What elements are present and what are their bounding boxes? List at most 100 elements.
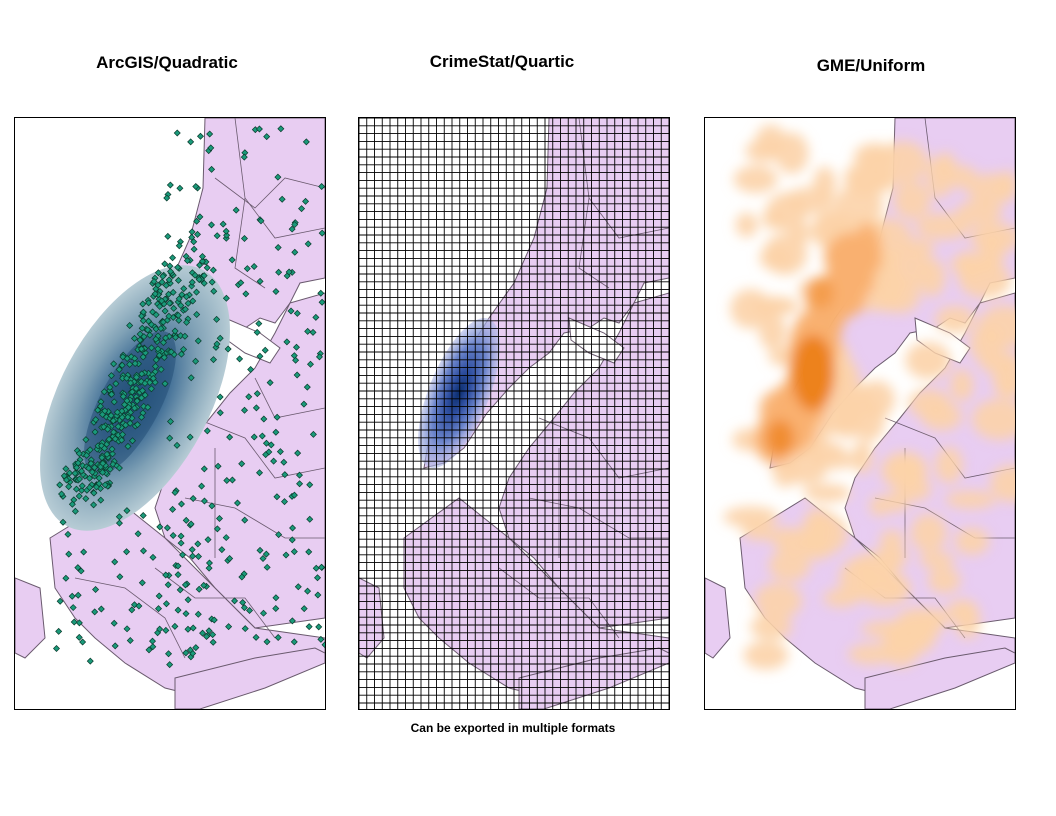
- incident-point: [139, 547, 147, 555]
- incident-point: [140, 402, 148, 410]
- incident-point: [281, 471, 289, 479]
- incident-point: [173, 441, 181, 449]
- incident-point: [209, 631, 217, 639]
- incident-point: [169, 254, 177, 262]
- incident-point: [175, 295, 183, 303]
- incident-point: [126, 360, 134, 368]
- incident-point: [205, 564, 213, 572]
- incident-point: [110, 619, 118, 627]
- incident-point: [132, 384, 140, 392]
- incident-point: [151, 362, 159, 370]
- incident-point: [206, 130, 214, 138]
- incident-point: [193, 217, 201, 225]
- incident-point: [62, 465, 70, 473]
- panel-title-crimestat: CrimeStat/Quartic: [429, 52, 575, 71]
- incident-point: [100, 423, 108, 431]
- crimestat-map: [359, 118, 669, 709]
- incident-point: [300, 400, 308, 408]
- incident-point: [177, 332, 185, 340]
- incident-point: [78, 486, 86, 494]
- incident-point: [256, 469, 264, 477]
- incident-point: [203, 633, 211, 641]
- incident-point: [77, 567, 85, 575]
- incident-point: [108, 445, 116, 453]
- incident-point: [223, 477, 231, 485]
- incident-point: [111, 435, 119, 443]
- incident-point: [240, 604, 248, 612]
- incident-point: [130, 334, 138, 342]
- incident-point: [210, 616, 218, 624]
- incident-point: [198, 252, 206, 260]
- incident-point: [154, 269, 162, 277]
- incident-point: [76, 475, 84, 483]
- incident-point: [245, 393, 253, 401]
- incident-point: [147, 321, 155, 329]
- incident-point: [75, 492, 83, 500]
- incident-point: [209, 638, 217, 646]
- incident-point: [252, 633, 260, 641]
- incident-point: [305, 548, 313, 556]
- incident-point: [208, 278, 216, 286]
- incident-point: [214, 462, 222, 470]
- incident-point: [226, 433, 234, 441]
- incident-point: [224, 345, 232, 353]
- incident-point: [158, 278, 166, 286]
- incident-point: [160, 353, 168, 361]
- incident-point: [259, 555, 267, 563]
- export-caption: Can be exported in multiple formats: [410, 721, 616, 735]
- incident-point: [86, 483, 94, 491]
- incident-point: [121, 401, 129, 409]
- incident-point: [169, 288, 177, 296]
- incident-point: [78, 482, 86, 490]
- map-panel-arcgis: [14, 117, 326, 710]
- incident-point: [58, 490, 66, 498]
- incident-point: [165, 650, 173, 658]
- incident-point: [52, 645, 60, 653]
- incident-point: [162, 571, 170, 579]
- incident-point: [151, 290, 159, 298]
- incident-point: [182, 649, 190, 657]
- incident-point: [293, 371, 301, 379]
- incident-point: [263, 563, 271, 571]
- incident-point: [306, 481, 314, 489]
- incident-point: [294, 583, 302, 591]
- incident-point: [96, 402, 104, 410]
- incident-point: [100, 388, 108, 396]
- incident-point: [213, 232, 221, 240]
- incident-point: [177, 350, 185, 358]
- incident-point: [92, 416, 100, 424]
- incident-point: [272, 287, 280, 295]
- incident-point: [194, 337, 202, 345]
- incident-point: [156, 523, 164, 531]
- incident-point: [87, 460, 95, 467]
- incident-point: [198, 482, 206, 490]
- incident-point: [294, 449, 302, 457]
- incident-point: [148, 344, 155, 352]
- incident-point: [250, 262, 258, 270]
- incident-point: [196, 132, 204, 140]
- incident-point: [127, 379, 135, 387]
- incident-point: [273, 493, 281, 501]
- incident-point: [99, 468, 107, 476]
- incident-point: [225, 623, 233, 631]
- incident-point: [272, 605, 280, 613]
- incident-point: [105, 435, 113, 443]
- incident-point: [169, 505, 177, 513]
- incident-point: [123, 548, 131, 556]
- incident-point: [75, 633, 83, 641]
- panel-title-arcgis: ArcGIS/Quadratic: [96, 53, 238, 72]
- incident-point: [292, 343, 300, 351]
- incident-point: [94, 406, 102, 414]
- incident-point: [263, 133, 271, 141]
- incident-point: [111, 558, 119, 566]
- incident-point: [174, 263, 182, 271]
- incident-point: [124, 413, 132, 421]
- incident-point: [95, 480, 103, 488]
- incident-point: [317, 635, 325, 643]
- incident-point: [97, 605, 105, 613]
- incident-point: [216, 409, 224, 417]
- incident-point: [156, 302, 164, 310]
- incident-point: [181, 332, 189, 340]
- incident-point: [126, 637, 134, 645]
- incident-point: [162, 600, 170, 608]
